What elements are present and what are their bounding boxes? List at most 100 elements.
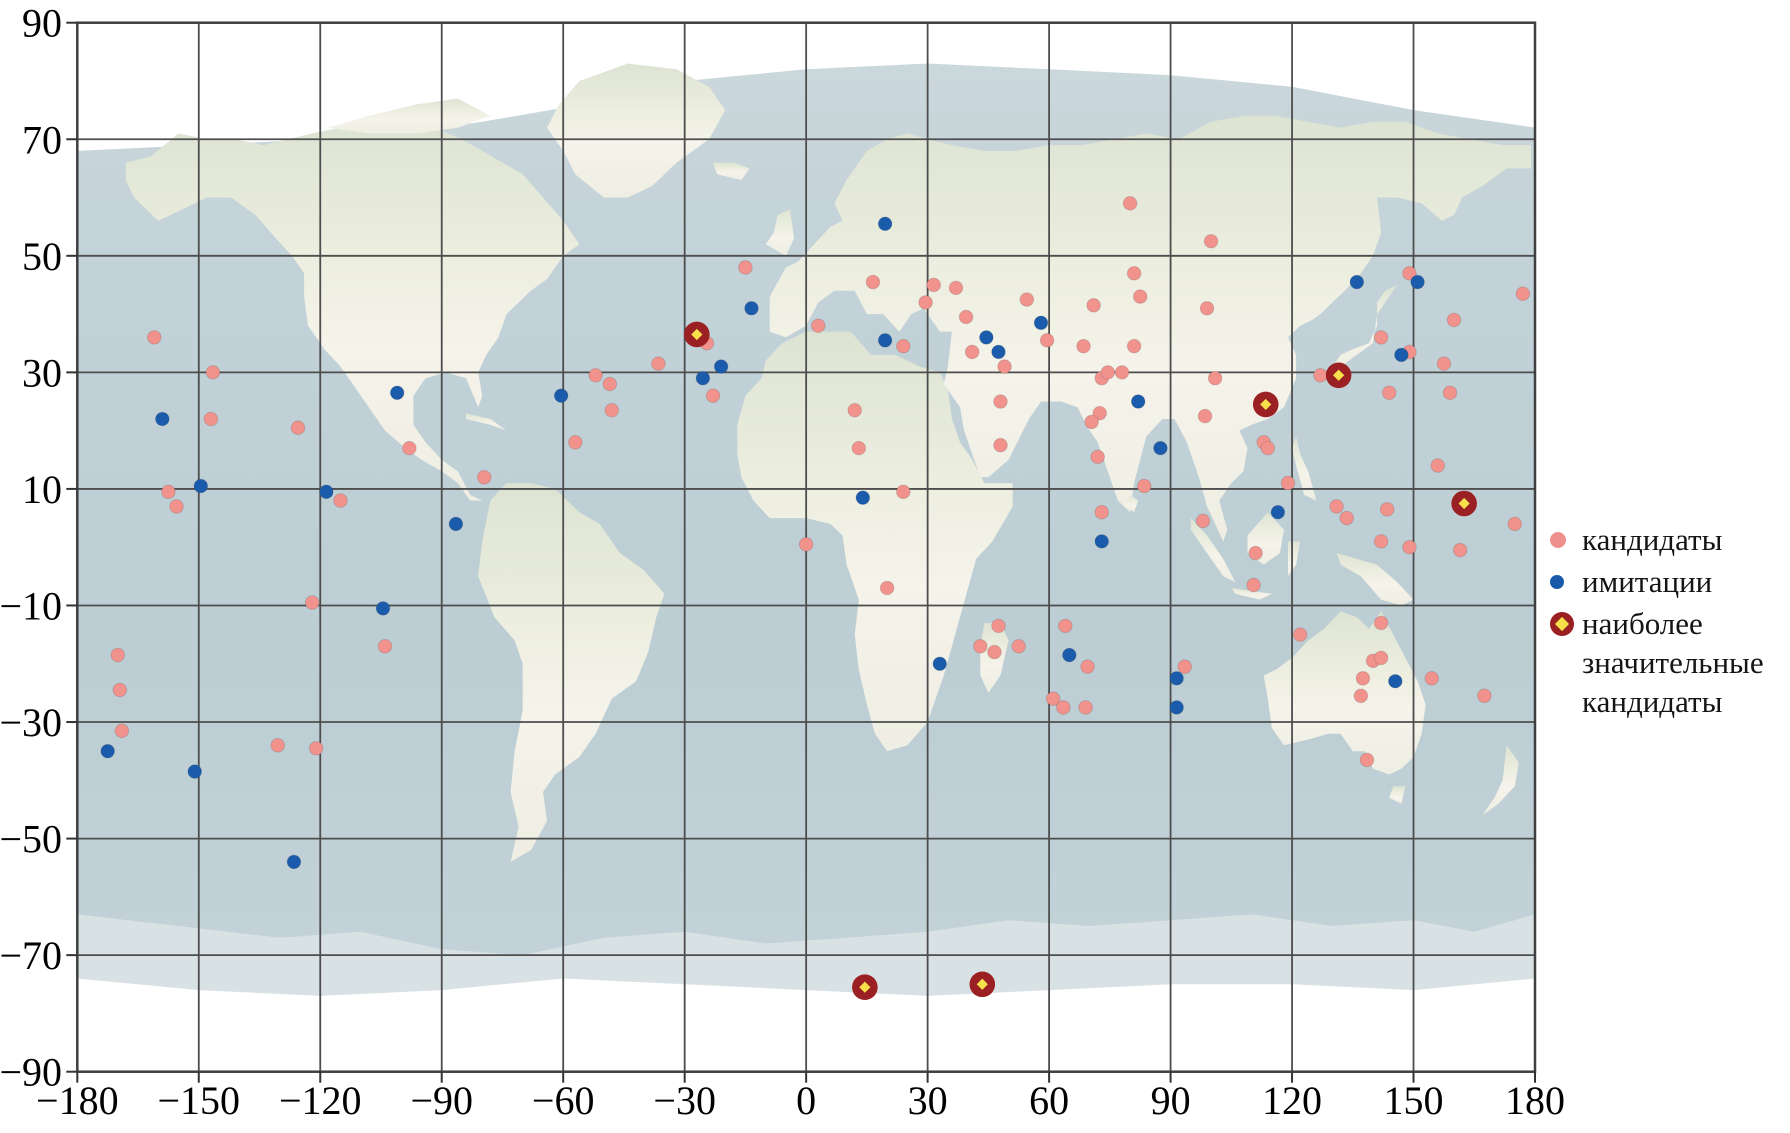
x-tick-label: −180: [36, 1078, 119, 1123]
candidate-point: [1136, 478, 1152, 494]
candidate-point: [1195, 513, 1211, 529]
candidate-point: [377, 638, 393, 654]
significant-inner-diamond: [1260, 398, 1272, 411]
candidate-point: [705, 388, 721, 403]
imitation-point: [1169, 671, 1184, 686]
candidate-point: [1477, 688, 1492, 704]
candidate-point: [402, 440, 417, 456]
significant-inner-diamond: [976, 978, 988, 990]
candidate-point: [1045, 691, 1061, 707]
candidate-point: [1402, 265, 1417, 281]
imitation-point: [1270, 504, 1286, 520]
axis-layer: −180 −150 −120 −90 −60 −30 0 30 60 90 120 150 180 90 7…: [0, 1, 1565, 1123]
candidate-point: [1132, 289, 1148, 304]
candidate-point: [1436, 356, 1452, 371]
landmass: [547, 63, 726, 198]
x-tick-label: 150: [1384, 1078, 1444, 1123]
imitation-point: [375, 601, 391, 616]
significant-candidate-point: [1252, 391, 1279, 418]
significant-candidate-point: [684, 321, 710, 348]
y-tick-label: −10: [0, 583, 62, 628]
candidate-point: [997, 359, 1012, 374]
x-tick-label: −60: [532, 1078, 595, 1123]
imitation-point: [193, 478, 209, 494]
y-tick-label: −70: [0, 933, 62, 978]
significant-inner-diamond: [691, 328, 703, 341]
candidate-point: [1373, 330, 1389, 345]
candidate-point: [1430, 458, 1446, 473]
candidate-point: [948, 280, 964, 296]
significant-inner-diamond: [1458, 497, 1470, 510]
candidate-point: [1373, 615, 1389, 631]
imitation-point: [1349, 274, 1365, 290]
legend-item-candidates: кандидаты: [1550, 520, 1764, 559]
candidate-point: [114, 723, 130, 739]
legend: кандидаты имитации наиболее значительные…: [1550, 520, 1764, 724]
candidate-point: [161, 484, 176, 500]
imitation-point: [1062, 647, 1077, 663]
candidate-point: [1199, 300, 1215, 316]
candidate-point: [1248, 545, 1263, 561]
candidate-point: [1373, 534, 1389, 549]
candidate-point: [1100, 365, 1116, 380]
candidate-point: [993, 394, 1008, 409]
imitation-point: [695, 370, 711, 386]
legend-label-significant: наиболее значительные кандидаты: [1582, 606, 1764, 719]
imitation-point: [448, 516, 464, 532]
imitation-point: [932, 656, 948, 672]
candidate-point: [896, 484, 911, 500]
imitation-point: [187, 764, 203, 779]
y-tick-label: 70: [22, 117, 62, 162]
significant-candidate-point: [852, 974, 878, 1000]
x-tick-label: 0: [796, 1078, 816, 1123]
candidate-point: [270, 738, 286, 753]
legend-item-significant: наиболее значительные кандидаты: [1550, 604, 1764, 721]
landmass: [1190, 518, 1236, 583]
significant-inner-diamond: [859, 981, 871, 993]
candidate-point: [1452, 542, 1468, 558]
candidate-point: [1515, 286, 1531, 301]
candidate-point: [1039, 333, 1055, 348]
candidate-point: [205, 365, 221, 380]
candidate-point: [851, 440, 867, 456]
landmass: [769, 115, 1531, 542]
imitation-point: [319, 484, 334, 500]
imitation-point: [744, 300, 759, 316]
candidate-point: [1313, 367, 1328, 383]
candidate-point: [568, 435, 583, 450]
y-tick-label: 30: [22, 350, 62, 395]
candidate-point: [1019, 292, 1035, 307]
candidate-point: [1379, 502, 1395, 517]
imitation-point: [713, 359, 729, 374]
candidate-point: [290, 420, 306, 436]
landmass: [125, 121, 580, 501]
landmass: [1263, 611, 1426, 775]
y-tick-label: 10: [22, 467, 62, 512]
imitation-point: [100, 743, 115, 759]
landmass: [478, 483, 665, 862]
candidate-point: [333, 493, 348, 508]
candidate-point: [1246, 577, 1261, 593]
landmass: [328, 98, 491, 134]
candidate-point: [810, 318, 826, 334]
candidate-point: [308, 740, 324, 756]
candidate-point: [112, 682, 128, 698]
landmass: [1292, 436, 1317, 501]
imitation-point: [1094, 534, 1110, 549]
x-tick-label: −150: [157, 1078, 240, 1123]
candidate-point: [1402, 539, 1417, 555]
landmass: [1126, 494, 1139, 513]
candidate-point: [987, 644, 1002, 660]
landmass: [1231, 588, 1272, 600]
imitation-point: [553, 388, 569, 403]
x-tick-label: 90: [1151, 1078, 1191, 1123]
imitation-point: [1410, 274, 1425, 290]
candidate-point: [1055, 700, 1071, 715]
candidate-point: [1076, 338, 1091, 354]
imitation-point: [1394, 347, 1409, 363]
candidate-point: [1114, 365, 1130, 380]
landmass: [713, 162, 750, 180]
y-tick-label: −30: [0, 700, 62, 745]
x-tick-label: 30: [908, 1078, 948, 1123]
